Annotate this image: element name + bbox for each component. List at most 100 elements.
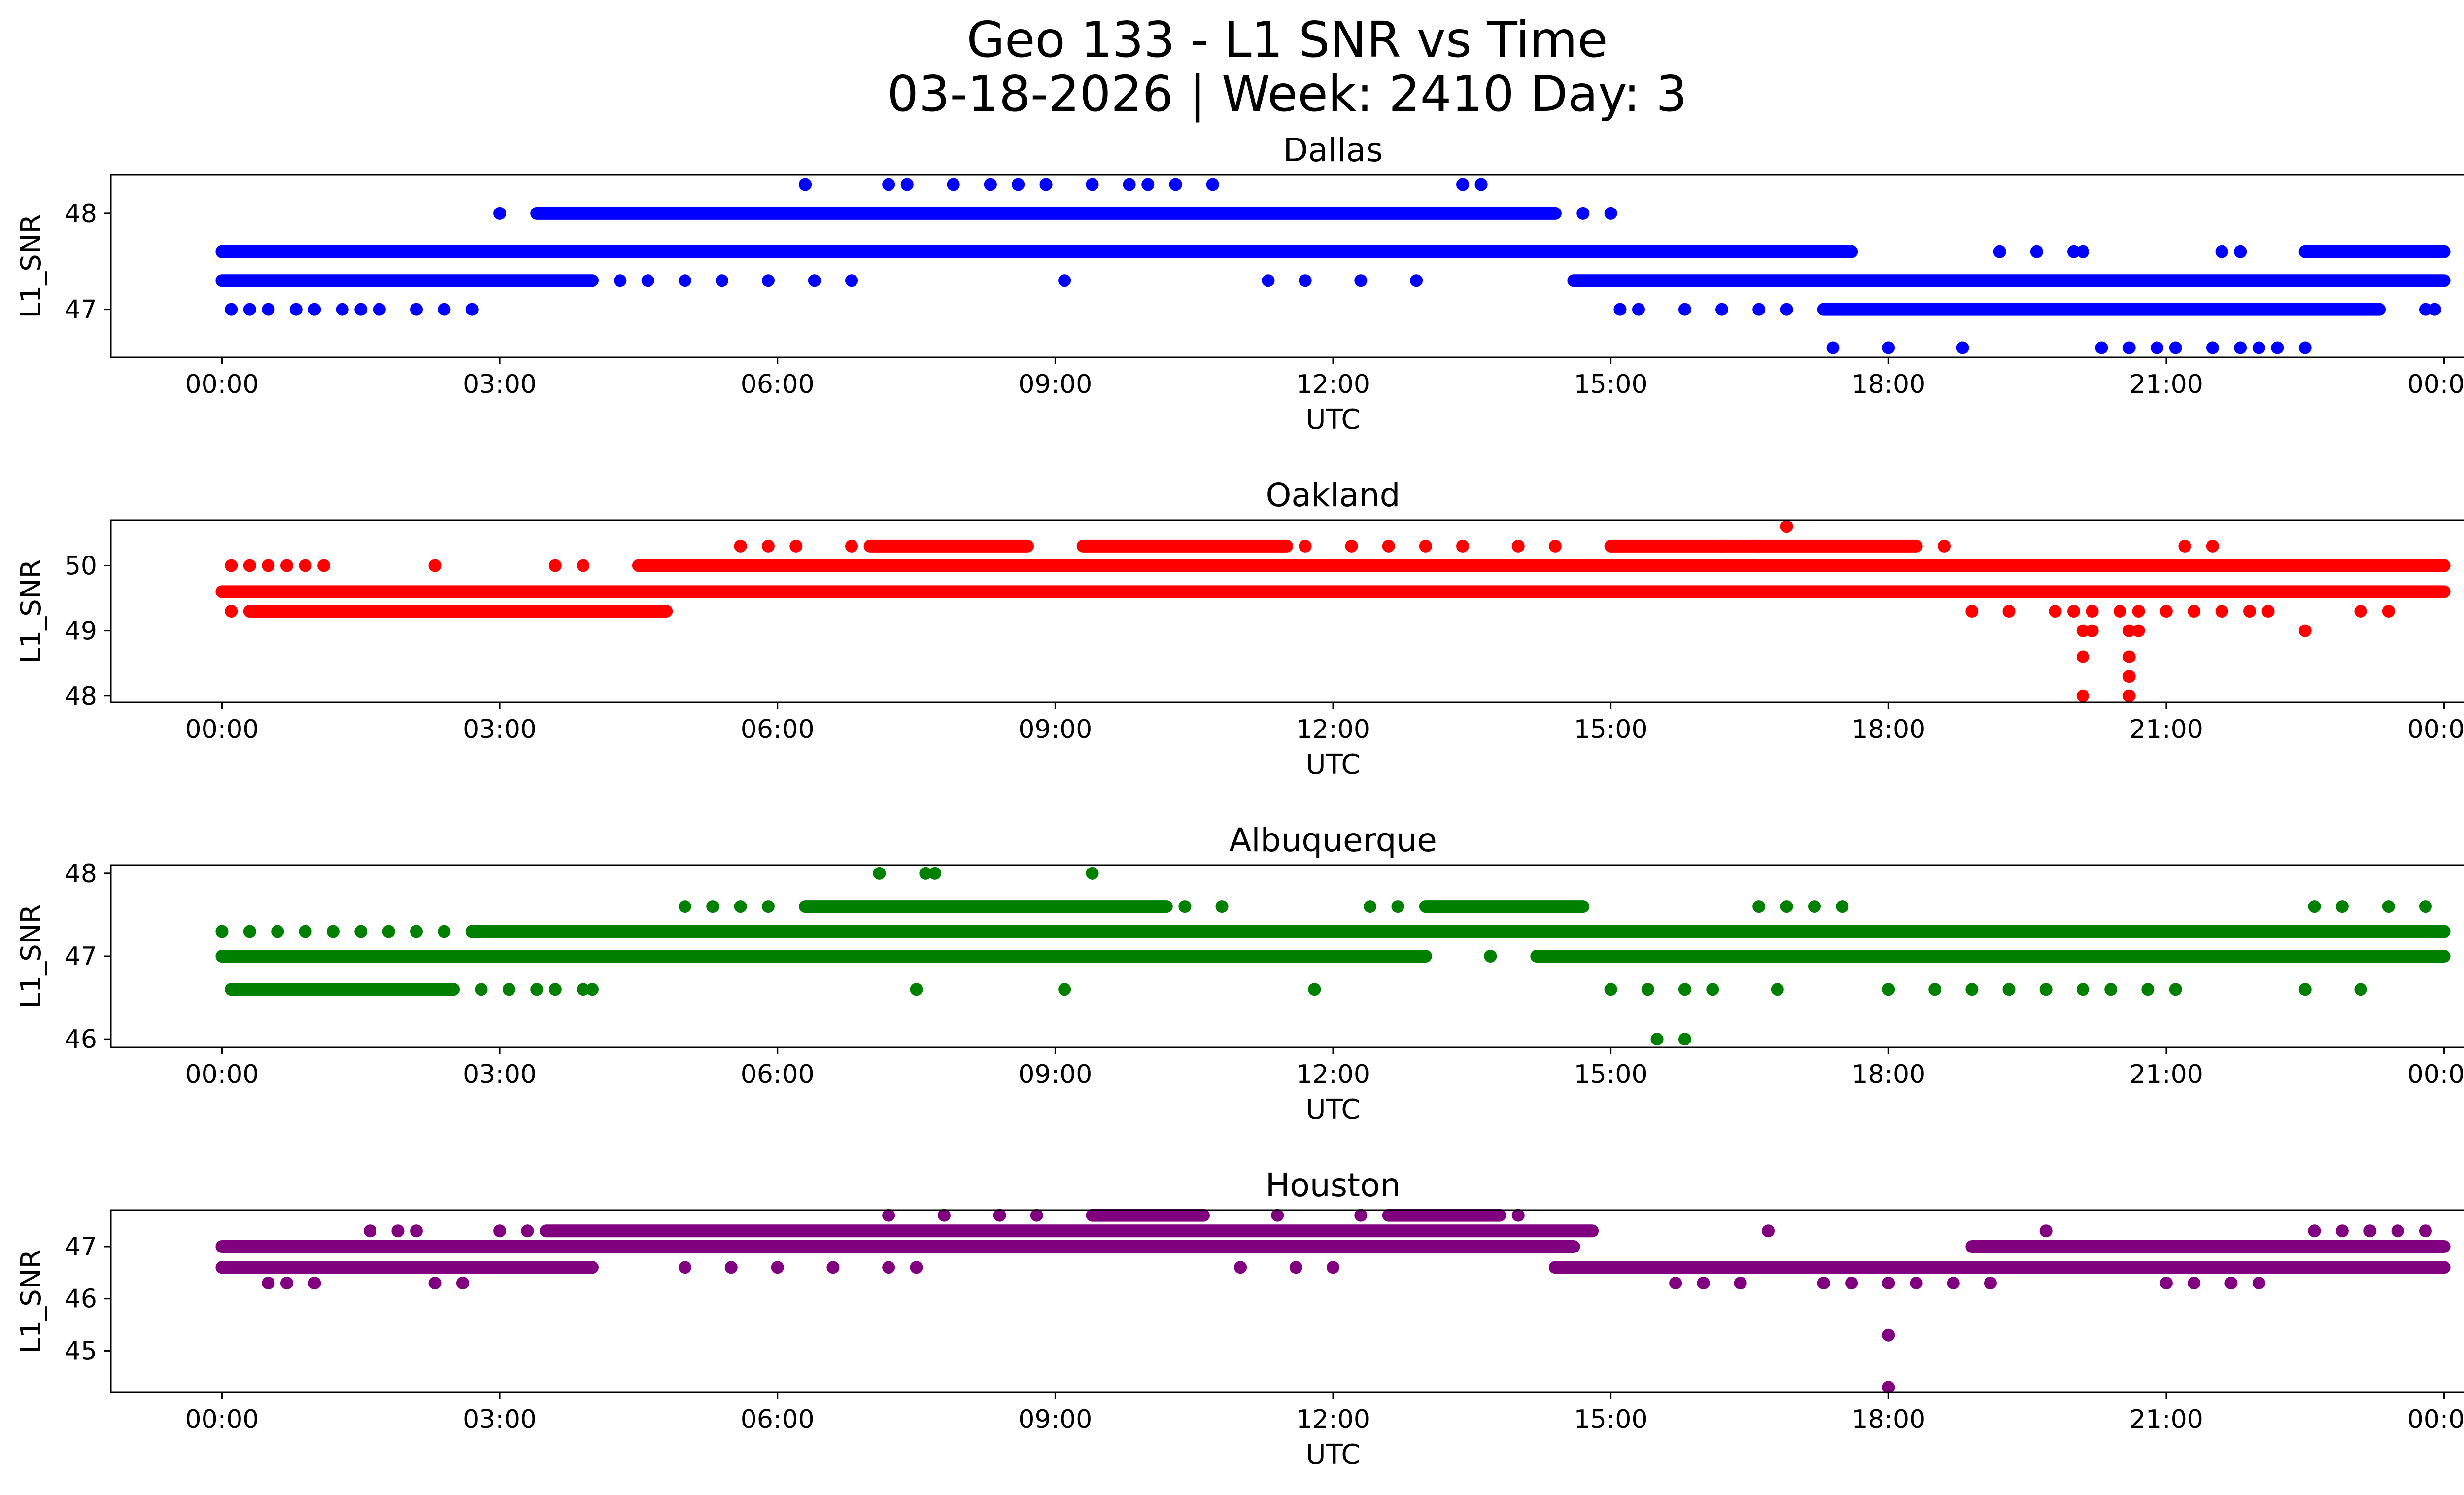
data-point: [2049, 605, 2062, 618]
data-point: [243, 559, 256, 572]
x-tick-label: 00:00: [2407, 370, 2464, 399]
data-point: [734, 539, 747, 553]
y-tick-label: 48: [65, 199, 97, 229]
data-point: [2206, 539, 2219, 553]
data-point: [2271, 341, 2284, 354]
data-point: [2363, 1224, 2377, 1238]
data-point: [243, 303, 256, 316]
data-point: [2419, 900, 2432, 913]
x-tick-label: 21:00: [2129, 715, 2203, 744]
data-point: [262, 303, 275, 316]
data-point: [947, 178, 960, 191]
data-point: [299, 559, 312, 572]
panels-group: Dallas 00:00 03:00 06:00 09:00 12:00 15:00 18:0…: [15, 131, 2464, 1471]
data-point: [289, 303, 303, 316]
data-point: [2298, 983, 2312, 996]
data-point: [493, 207, 507, 220]
data-point: [1752, 900, 1766, 913]
data-point: [1817, 1277, 1830, 1289]
y-tick-label: 46: [65, 1285, 97, 1314]
data-point: [1762, 1224, 1775, 1238]
data-point: [1456, 178, 1470, 191]
data-point: [1511, 1209, 1525, 1222]
data-point: [2354, 983, 2367, 996]
data-point: [2298, 341, 2312, 354]
y-tick-label: 45: [65, 1336, 97, 1366]
y-axis-label: L1_SNR: [15, 214, 47, 318]
scatter-series-houston: [215, 1209, 2451, 1394]
data-point: [585, 983, 599, 996]
y-axis-label: L1_SNR: [15, 1249, 47, 1353]
data-point: [2169, 341, 2182, 354]
data-point: [984, 178, 997, 191]
data-point: [243, 925, 256, 938]
data-point: [2335, 900, 2349, 913]
data-point: [2122, 341, 2136, 354]
y-axis-label: L1_SNR: [15, 559, 47, 663]
data-point: [1678, 303, 1691, 316]
panel-title: Oakland: [1266, 476, 1400, 514]
data-point: [1882, 983, 1895, 996]
data-point: [262, 1277, 275, 1289]
data-point: [2076, 650, 2089, 663]
data-point: [1910, 1277, 1923, 1289]
data-point: [2122, 650, 2136, 663]
x-tick-label: 00:00: [2407, 715, 2464, 744]
panel-title: Houston: [1266, 1166, 1401, 1204]
data-point: [410, 925, 423, 938]
data-point: [1882, 1381, 1895, 1394]
data-point: [2113, 605, 2126, 618]
data-point: [521, 1224, 534, 1238]
data-point: [1965, 983, 1979, 996]
data-point: [1715, 539, 1729, 553]
x-tick-label: 09:00: [1018, 715, 1092, 744]
data-point: [1160, 950, 1173, 963]
x-tick-label: 03:00: [463, 370, 537, 399]
x-tick-label: 00:00: [185, 1405, 259, 1434]
x-tick-label: 12:00: [1296, 715, 1370, 744]
data-point: [1012, 178, 1025, 191]
data-point: [354, 925, 368, 938]
data-point: [2030, 245, 2043, 258]
data-point: [845, 539, 858, 553]
data-point: [2206, 341, 2219, 354]
x-tick-label: 06:00: [741, 370, 815, 399]
data-point: [465, 303, 479, 316]
data-point: [225, 605, 238, 618]
x-tick-label: 03:00: [463, 715, 537, 744]
y-tick-label: 50: [65, 552, 97, 581]
data-point: [928, 867, 942, 880]
data-point: [2428, 303, 2441, 316]
data-point: [910, 983, 923, 996]
data-point: [761, 274, 775, 287]
data-point: [2354, 605, 2367, 618]
data-point: [1391, 900, 1404, 913]
data-point: [502, 983, 515, 996]
data-point: [716, 274, 728, 287]
data-point: [2076, 245, 2089, 258]
data-point: [1650, 1033, 1664, 1046]
data-point: [2095, 341, 2108, 354]
scatter-series-oakland: [215, 520, 2451, 702]
data-point: [882, 178, 895, 191]
data-point: [354, 303, 368, 316]
x-tick-label: 09:00: [1018, 1405, 1092, 1434]
data-point: [391, 1224, 405, 1238]
data-point: [1836, 900, 1849, 913]
data-point: [1576, 207, 1590, 220]
data-point: [1039, 178, 1053, 191]
data-point: [1826, 341, 1840, 354]
x-tick-label: 21:00: [2129, 370, 2203, 399]
data-point: [1928, 983, 1942, 996]
x-axis-label: UTC: [1305, 1094, 1360, 1126]
data-point: [530, 983, 544, 996]
data-point: [678, 1261, 691, 1274]
data-point: [1993, 245, 2006, 258]
data-point: [1845, 1277, 1858, 1289]
data-point: [2419, 303, 2432, 316]
data-point: [2151, 341, 2164, 354]
chart-subtitle: 03-18-2026 | Week: 2410 Day: 3: [887, 65, 1687, 123]
data-point: [2067, 605, 2081, 618]
data-point: [2086, 624, 2099, 637]
data-point: [1271, 1209, 1284, 1222]
